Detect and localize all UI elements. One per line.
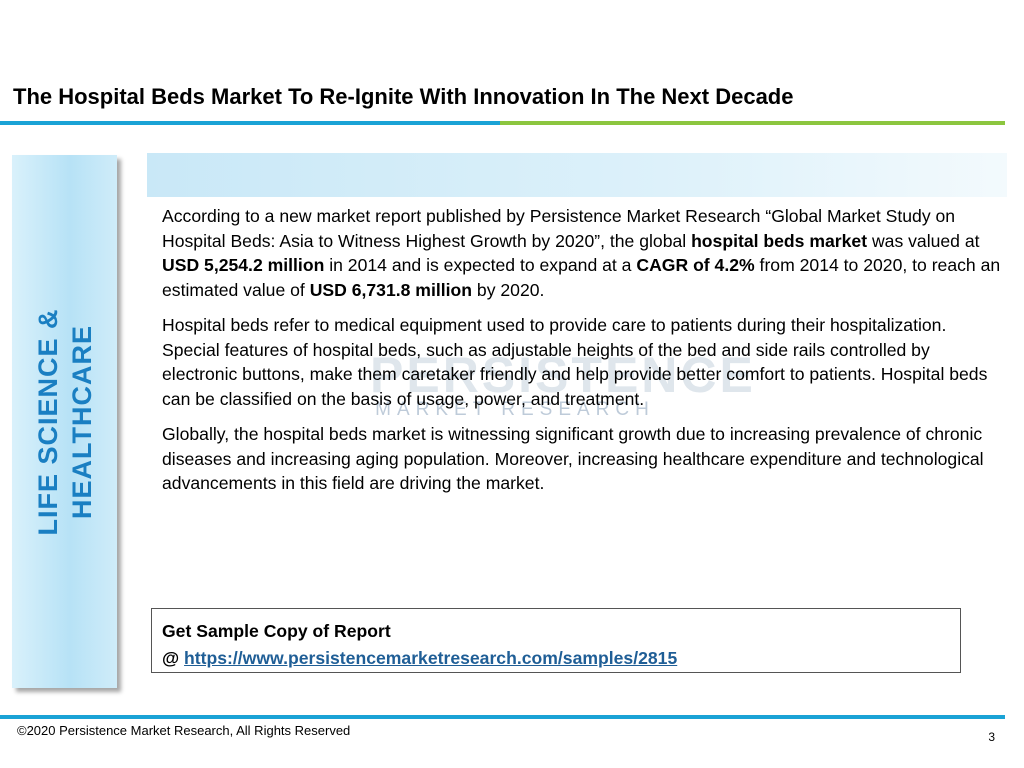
body-text: According to a new market report publish… bbox=[162, 204, 1007, 507]
paragraph-definition: Hospital beds refer to medical equipment… bbox=[162, 315, 988, 409]
p1-text-2: was valued at bbox=[867, 230, 980, 251]
p1-bold-cagr: CAGR of 4.2% bbox=[636, 255, 755, 275]
page-number: 3 bbox=[988, 730, 995, 744]
p1-text-1: According to a new market report publish… bbox=[162, 206, 956, 251]
title-underline-bar bbox=[0, 121, 1005, 125]
paragraph-drivers: Globally, the hospital beds market is wi… bbox=[162, 424, 984, 493]
category-label: LIFE SCIENCE & HEALTHCARE bbox=[31, 308, 99, 535]
category-label-line2: HEALTHCARE bbox=[66, 324, 97, 519]
content-header-strip bbox=[147, 153, 1007, 197]
p1-bold-value-2014: USD 5,254.2 million bbox=[162, 255, 325, 275]
p1-text-4: from 2014 to 2020, to reach an estimated… bbox=[162, 255, 1001, 300]
p1-bold-market: hospital beds market bbox=[691, 230, 868, 251]
sample-link-line: @ https://www.persistencemarketresearch.… bbox=[162, 645, 950, 672]
sample-link-prefix: @ bbox=[162, 648, 185, 668]
p1-text-3: in 2014 and is expected to expand at a bbox=[324, 255, 637, 275]
sample-report-link[interactable]: https://www.persistencemarketresearch.co… bbox=[184, 648, 678, 668]
footer-bar bbox=[0, 715, 1005, 719]
sample-report-box: Get Sample Copy of Report @ https://www.… bbox=[151, 608, 961, 673]
slide-title: The Hospital Beds Market To Re-Ignite Wi… bbox=[13, 84, 794, 109]
paragraph-market-overview: According to a new market report publish… bbox=[162, 204, 1007, 302]
category-label-line1: LIFE SCIENCE & bbox=[32, 307, 63, 536]
sample-heading: Get Sample Copy of Report bbox=[162, 621, 391, 641]
p1-text-5: by 2020. bbox=[472, 279, 545, 300]
footer-copyright: ©2020 Persistence Market Research, All R… bbox=[17, 723, 351, 738]
category-side-panel: LIFE SCIENCE & HEALTHCARE bbox=[12, 155, 117, 688]
p1-bold-value-2020: USD 6,731.8 million bbox=[309, 279, 473, 300]
